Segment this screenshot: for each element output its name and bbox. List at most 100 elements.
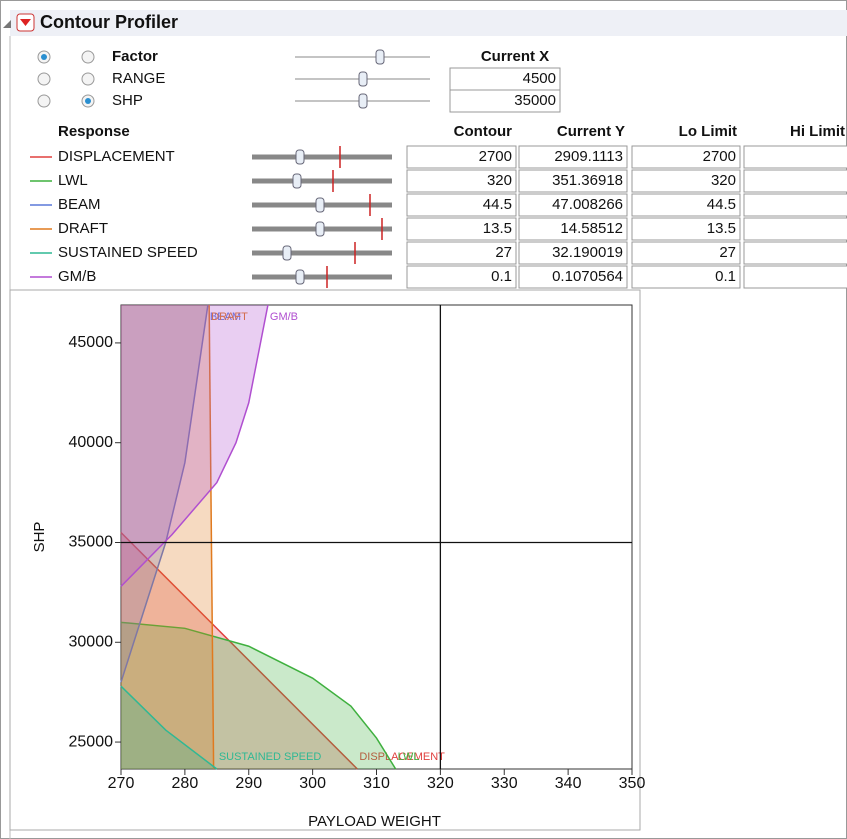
hi-limit-box[interactable] — [743, 265, 847, 289]
menu-arrow — [20, 19, 31, 26]
lo-limit: 320 — [711, 172, 736, 189]
current-y-box[interactable] — [518, 241, 628, 265]
response-header: Response — [58, 123, 130, 140]
current-x: 35000 — [514, 92, 556, 109]
hi-limit: . — [846, 148, 847, 165]
radio[interactable] — [81, 72, 95, 86]
current-y-box[interactable] — [518, 265, 628, 289]
response-header: Current Y — [557, 123, 625, 140]
response-name: BEAM — [58, 196, 101, 213]
contour-line — [120, 304, 269, 587]
y-tick-label: 35000 — [69, 534, 114, 551]
factor-name: SHP — [112, 92, 143, 109]
slider-thumb[interactable] — [292, 173, 302, 189]
radio-dot — [85, 98, 91, 104]
lo-limit-box[interactable] — [631, 265, 741, 289]
lo-limit: 2700 — [703, 148, 736, 165]
contour-box[interactable] — [406, 265, 517, 289]
hi-limit-box[interactable] — [743, 193, 847, 217]
title-bar — [10, 10, 847, 36]
current-y-box[interactable] — [518, 193, 628, 217]
hi-limit-box[interactable] — [743, 241, 847, 265]
current-y: 2909.1113 — [554, 148, 623, 165]
contour-box[interactable] — [406, 217, 517, 241]
hi-limit: . — [846, 172, 847, 189]
current-y: 47.008266 — [552, 196, 623, 213]
contour: 2700 — [479, 148, 512, 165]
hi-limit-box[interactable] — [743, 169, 847, 193]
slider-thumb[interactable] — [295, 269, 305, 285]
current-y-box[interactable] — [518, 169, 628, 193]
response-name: DISPLACEMENT — [58, 148, 175, 165]
hi-limit-box[interactable] — [743, 217, 847, 241]
lo-limit-box[interactable] — [631, 217, 741, 241]
contour-label: SUSTAINED SPEED — [219, 751, 322, 763]
response-header: Contour — [454, 123, 512, 140]
contour-line — [120, 685, 218, 770]
current-y: 0.1070564 — [552, 268, 623, 285]
contour-line — [120, 621, 397, 770]
contour: 27 — [495, 244, 512, 261]
plot-area — [120, 304, 633, 770]
slider-thumb[interactable] — [282, 245, 292, 261]
current-y-box[interactable] — [518, 145, 628, 169]
contour: 320 — [487, 172, 512, 189]
x-tick-label: 280 — [172, 775, 199, 792]
lo-limit-box[interactable] — [631, 145, 741, 169]
hi-limit: . — [846, 244, 847, 261]
title: Contour Profiler — [40, 12, 178, 32]
contour-fill — [121, 305, 208, 683]
lo-limit-box[interactable] — [631, 193, 741, 217]
current-x-header: Current X — [481, 48, 549, 65]
y-axis-label: SHP — [31, 522, 48, 553]
current-y: 14.58512 — [560, 220, 623, 237]
current-y-box[interactable] — [518, 217, 628, 241]
current-x: 4500 — [523, 70, 556, 87]
contour-box[interactable] — [406, 193, 517, 217]
contour-label: LWL — [398, 751, 420, 763]
hi-limit: . — [846, 268, 847, 285]
contour-line — [120, 531, 358, 770]
slider-thumb[interactable] — [315, 221, 325, 237]
radio[interactable] — [37, 72, 51, 86]
slider-thumb[interactable] — [358, 93, 368, 109]
response-header: Hi Limit — [790, 123, 845, 140]
chart-frame — [9, 289, 641, 831]
factor-name: RANGE — [112, 70, 165, 87]
current-x-box[interactable] — [449, 89, 561, 113]
radio-dot — [41, 54, 47, 60]
contour-label: BEAM — [210, 311, 241, 323]
contour-fill — [121, 305, 214, 769]
x-tick-label: 350 — [619, 775, 646, 792]
hi-limit-box[interactable] — [743, 145, 847, 169]
x-tick-label: 300 — [299, 775, 326, 792]
contour: 0.1 — [491, 268, 512, 285]
contour-fill — [121, 622, 396, 769]
contour-box[interactable] — [406, 145, 517, 169]
factor-header: Factor — [112, 48, 158, 65]
current-y: 351.36918 — [552, 172, 623, 189]
y-tick-label: 25000 — [69, 733, 114, 750]
slider-thumb[interactable] — [315, 197, 325, 213]
radio[interactable] — [37, 94, 51, 108]
disclosure[interactable] — [3, 20, 11, 28]
contour-box[interactable] — [406, 169, 517, 193]
contour-box[interactable] — [406, 241, 517, 265]
hi-limit: . — [846, 196, 847, 213]
slider-thumb[interactable] — [375, 49, 385, 65]
y-tick-label: 45000 — [69, 334, 114, 351]
lo-limit-box[interactable] — [631, 169, 741, 193]
lo-limit: 0.1 — [715, 268, 736, 285]
response-name: DRAFT — [58, 220, 108, 237]
radio[interactable] — [81, 50, 95, 64]
response-name: SUSTAINED SPEED — [58, 244, 198, 261]
contour-fill — [121, 686, 217, 769]
response-name: GM/B — [58, 268, 96, 285]
lo-limit: 13.5 — [707, 220, 736, 237]
slider-thumb[interactable] — [358, 71, 368, 87]
lo-limit-box[interactable] — [631, 241, 741, 265]
slider-thumb[interactable] — [295, 149, 305, 165]
x-tick-label: 330 — [491, 775, 518, 792]
